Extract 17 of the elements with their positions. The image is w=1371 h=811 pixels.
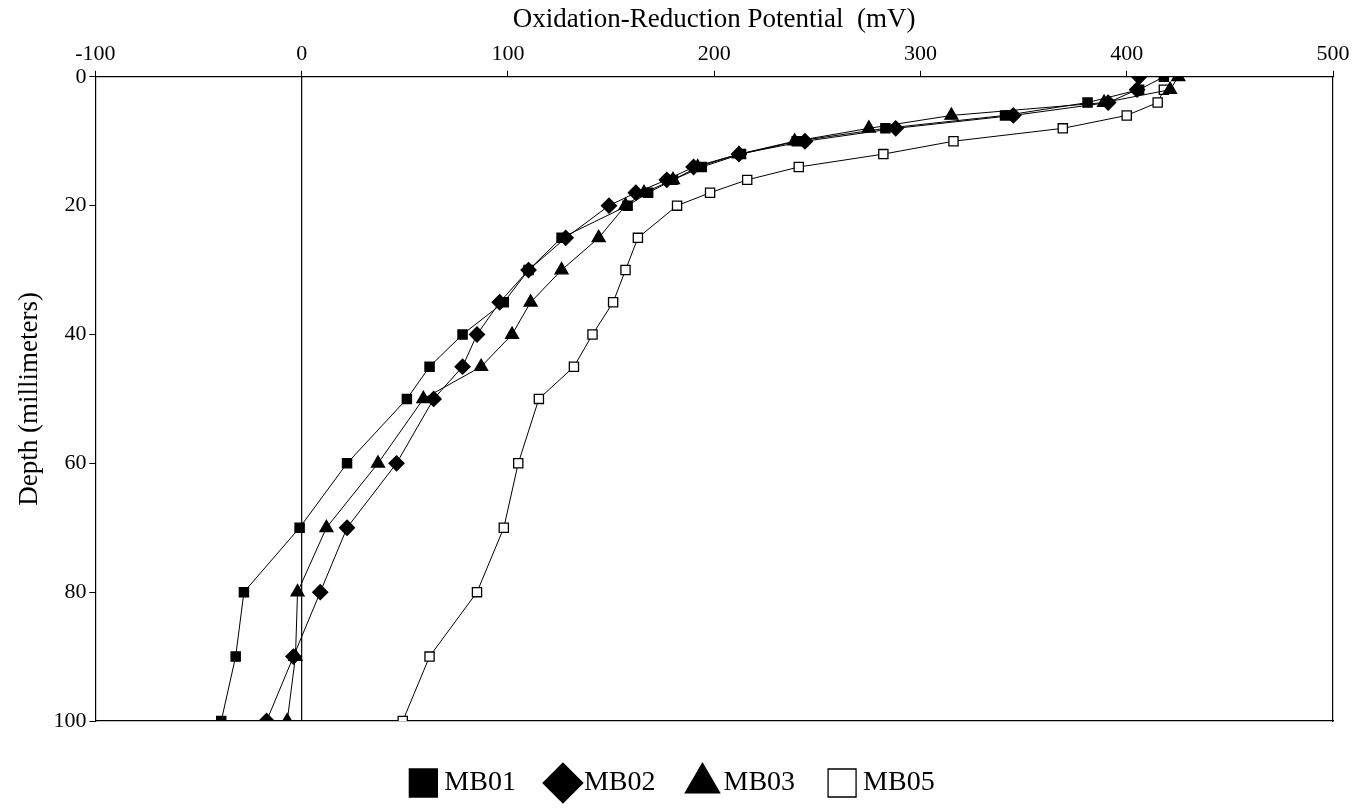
- legend-label: MB01: [444, 765, 516, 797]
- y-tick-label: 60: [64, 449, 87, 475]
- y-tick-label: 40: [64, 320, 87, 346]
- x-tick-label: 100: [491, 40, 525, 66]
- x-tick-label: 400: [1110, 40, 1144, 66]
- y-axis-title: Depth (millimeters): [13, 292, 44, 506]
- y-tick-label: 20: [64, 191, 87, 217]
- legend-label: MB05: [863, 765, 935, 797]
- legend-label: MB03: [723, 765, 796, 797]
- x-tick-label: 0: [296, 40, 308, 66]
- y-tick-label: 80: [64, 577, 87, 603]
- x-tick-label: 300: [903, 40, 937, 66]
- x-tick-label: 500: [1316, 40, 1350, 66]
- legend-label: MB02: [583, 765, 656, 797]
- x-tick-label: 200: [697, 40, 731, 66]
- y-tick-label: 100: [53, 706, 87, 732]
- x-axis-title: Oxidation-Reduction Potential (mV): [512, 3, 916, 34]
